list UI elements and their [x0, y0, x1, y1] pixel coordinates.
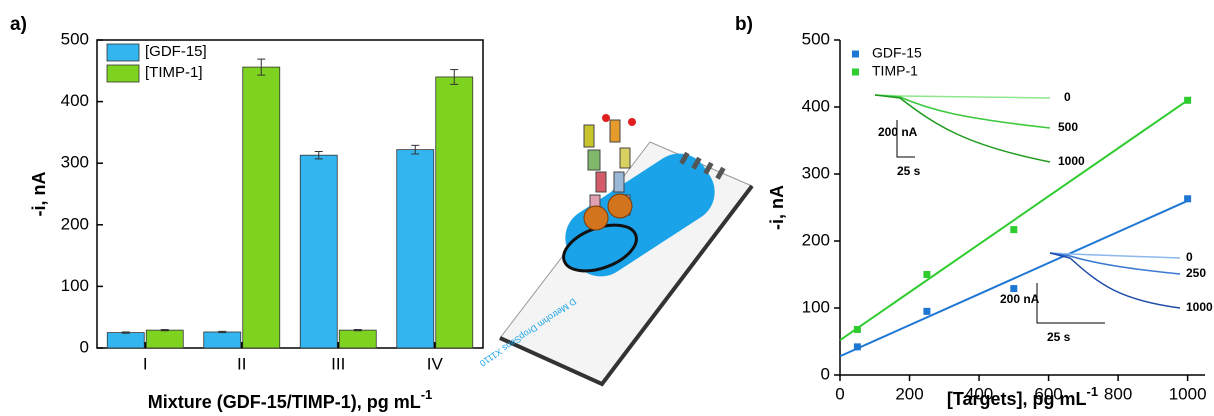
legend-swatch: [107, 44, 139, 61]
y-axis-label: -i, nA: [767, 185, 787, 230]
data-point: [1010, 285, 1017, 292]
bar: [397, 150, 434, 348]
panel-label: a): [10, 14, 27, 35]
current-scale-label: 200 nA: [1000, 292, 1040, 306]
data-point: [1184, 97, 1191, 104]
x-tick-label: IV: [427, 354, 444, 373]
data-point: [1010, 226, 1017, 233]
trace-label: 0: [1186, 250, 1193, 264]
bar: [300, 155, 337, 348]
trace-label: 1000: [1186, 300, 1213, 314]
x-tick-label: I: [143, 354, 148, 373]
y-tick-label: 300: [802, 163, 830, 182]
x-tick-label: 0: [835, 384, 844, 403]
bar: [146, 330, 183, 348]
y-tick-label: 200: [802, 230, 830, 249]
x-axis-label: [Targets], pg mL-1: [947, 384, 1098, 408]
legend-marker: [852, 69, 859, 76]
data-point: [923, 308, 930, 315]
legend-label: [GDF-15]: [145, 43, 207, 60]
x-tick-label: III: [331, 354, 345, 373]
y-tick-label: 0: [80, 337, 89, 356]
bar: [243, 67, 280, 348]
amperometric-trace: [1050, 253, 1180, 308]
panel-label: b): [735, 14, 753, 35]
data-point: [854, 343, 861, 350]
x-tick-label: II: [237, 354, 246, 373]
y-tick-label: 100: [61, 276, 89, 295]
y-tick-label: 300: [61, 153, 89, 172]
legend-swatch: [107, 65, 139, 82]
legend-label: GDF-15: [872, 45, 922, 61]
legend-label: TIMP-1: [872, 63, 918, 79]
current-scale-label: 200 nA: [878, 125, 918, 139]
time-scale-label: 25 s: [897, 164, 921, 178]
trace-label: 500: [1058, 120, 1078, 134]
y-tick-label: 200: [61, 214, 89, 233]
time-scale-label: 25 s: [1047, 330, 1071, 344]
figure: a) b) D Metrohm DropSens X1110 0 100 200 30…: [0, 0, 1214, 416]
trace-label: 250: [1186, 266, 1206, 280]
bar: [107, 333, 144, 348]
data-point: [923, 271, 930, 278]
x-tick-label: 800: [1104, 384, 1132, 403]
trace-label: 0: [1064, 90, 1071, 104]
data-point: [1184, 195, 1191, 202]
x-tick-label: 200: [895, 384, 923, 403]
fit-line: [840, 201, 1188, 356]
x-label-text: [Targets], pg mL: [947, 389, 1087, 409]
legend-marker: [852, 51, 859, 58]
x-label-superscript: -1: [1087, 384, 1099, 399]
y-tick-label: 100: [802, 297, 830, 316]
bar: [204, 332, 241, 348]
y-tick-label: 500: [61, 29, 89, 48]
amperometric-trace: [875, 95, 1050, 128]
y-tick-label: 400: [802, 96, 830, 115]
x-label-superscript: -1: [421, 387, 433, 402]
bar: [436, 77, 473, 348]
x-tick-label: 1000: [1169, 384, 1207, 403]
x-label-text: Mixture (GDF-15/TIMP-1), pg mL: [148, 392, 421, 412]
y-axis-label: -i, nA: [29, 172, 49, 217]
y-tick-label: 0: [821, 364, 830, 383]
data-point: [854, 326, 861, 333]
legend-label: [TIMP-1]: [145, 64, 203, 81]
x-axis-label: Mixture (GDF-15/TIMP-1), pg mL-1: [148, 387, 433, 411]
y-tick-label: 400: [61, 91, 89, 110]
trace-label: 1000: [1058, 154, 1085, 168]
electrode-illustration: D Metrohm DropSens X1110: [478, 114, 752, 384]
scale-bar: [1037, 283, 1105, 323]
bar: [339, 330, 376, 348]
y-tick-label: 500: [802, 29, 830, 48]
